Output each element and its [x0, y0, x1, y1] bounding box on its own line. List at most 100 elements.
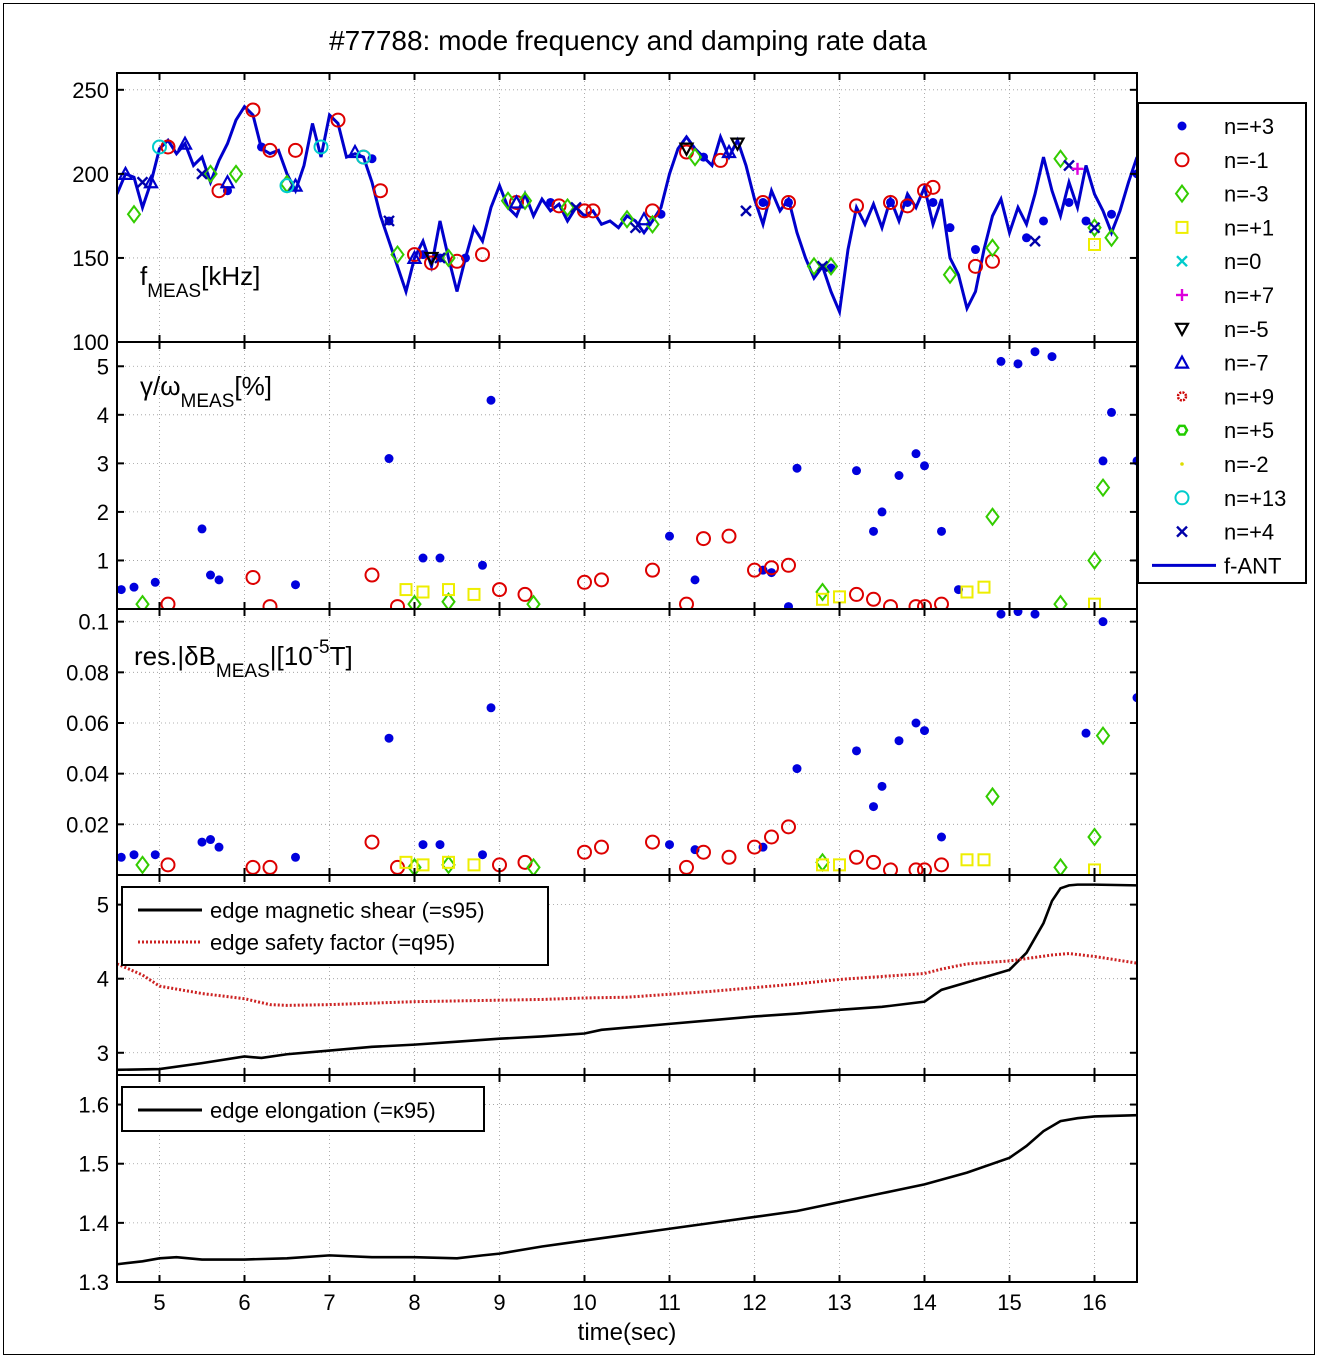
- marker-n=+3: [996, 356, 1006, 366]
- panel-shear_q95: 3 4 5 edge magnetic shear (=s95) edge safety…: [97, 874, 1138, 1076]
- marker-n=+3: [150, 850, 160, 860]
- marker-n=+1: [442, 583, 455, 597]
- marker-n=-3: [407, 594, 422, 609]
- marker-n=-1: [755, 194, 771, 210]
- marker-n=-1: [883, 862, 898, 875]
- marker-n=+3: [852, 746, 861, 756]
- marker-n=-1: [781, 194, 796, 210]
- legend-label: n=+13: [1224, 486, 1286, 511]
- marker-n=-7: [508, 194, 525, 209]
- marker-n=+3: [1098, 617, 1108, 627]
- marker-n=-3: [823, 256, 839, 277]
- marker-n=+3: [129, 582, 139, 592]
- marker-n=-3: [806, 256, 822, 277]
- marker-n=+3: [971, 245, 980, 255]
- marker-n=-1: [934, 596, 949, 609]
- series-line-0: [117, 883, 1137, 1072]
- marker-n=-3: [526, 594, 541, 609]
- legend-label: n=+5: [1224, 418, 1274, 443]
- marker-n=+3: [291, 580, 300, 590]
- marker-n=+4: [383, 215, 395, 227]
- marker-n=-1: [781, 819, 796, 835]
- marker-n=+3: [945, 223, 955, 233]
- marker-n=+3: [699, 152, 708, 162]
- tick-label-x: 14: [912, 1290, 936, 1315]
- tick-label-x: 16: [1082, 1290, 1106, 1315]
- panel-label-sup: -5: [313, 637, 330, 658]
- marker-n=-1: [577, 574, 592, 590]
- chart-title: #77788: mode frequency and damping rate …: [329, 25, 927, 56]
- marker-n=+3: [478, 850, 487, 860]
- marker-n=+3: [937, 526, 946, 536]
- marker-n=-7: [219, 173, 236, 189]
- marker-n=+1: [442, 855, 455, 869]
- legend: n=+3 n=-1 n=-3 n=+1 n=0 n=+7 n=-5 n=-7 n=+9 n=+5 n…: [1137, 102, 1307, 584]
- marker-n=-3: [126, 204, 142, 224]
- marker-n=+3: [1081, 216, 1091, 226]
- legend-label: n=-2: [1224, 452, 1269, 477]
- plot-area: [117, 883, 1137, 1072]
- marker-n=-1: [696, 531, 711, 547]
- marker-n=+3: [1107, 209, 1116, 219]
- marker-n=+3: [1132, 693, 1137, 703]
- marker-n=+3: [928, 197, 938, 207]
- marker-n=-7: [143, 173, 159, 189]
- marker-n=+1: [977, 580, 991, 594]
- marker-n=-1: [721, 528, 737, 544]
- marker-n=+4: [1029, 235, 1041, 247]
- marker-n=-3: [1174, 183, 1190, 204]
- marker-n=+3: [996, 609, 1006, 619]
- marker-n=-3: [441, 855, 456, 875]
- marker-n=+4: [740, 205, 752, 217]
- panel-label-tail: [%]: [234, 371, 272, 401]
- tick-label-x: 15: [997, 1290, 1021, 1315]
- marker-n=+3: [886, 197, 895, 207]
- panel-label-sub: MEAS: [216, 661, 270, 682]
- marker-n=-1: [713, 152, 728, 168]
- marker-n=-3: [1053, 857, 1068, 875]
- panel-label: res.|δBMEAS|[10-5T]: [134, 637, 353, 682]
- marker-n=+3: [1107, 407, 1116, 417]
- panel-damping: 1 2 3 4 5 γ/ωMEAS[%]: [97, 341, 1138, 610]
- legend-label: n=+9: [1224, 384, 1274, 409]
- marker-n=+3: [894, 471, 904, 480]
- marker-n=-1: [908, 599, 924, 609]
- marker-n=+1: [1088, 597, 1101, 609]
- tick-label-y: 2: [97, 500, 109, 525]
- marker-n=+3: [197, 524, 207, 534]
- plot-area: [117, 102, 1137, 318]
- marker-n=-7: [1174, 354, 1190, 369]
- plot-area: [117, 609, 1137, 875]
- marker-n=-5: [1174, 322, 1190, 338]
- panel-label-sub: MEAS: [147, 281, 201, 302]
- legend-label: f-ANT: [1224, 553, 1281, 578]
- marker-n=+3: [486, 395, 496, 405]
- legend-label: n=+7: [1224, 283, 1274, 308]
- tick-label-x: 11: [658, 1290, 681, 1315]
- legend-box: [1137, 102, 1307, 584]
- tick-label-y: 1: [97, 548, 109, 573]
- marker-n=-1: [245, 859, 261, 875]
- marker-n=+3: [894, 736, 904, 746]
- marker-n=-1: [424, 255, 439, 271]
- marker-n=+1: [977, 853, 991, 867]
- tick-label-x: 12: [742, 1290, 766, 1315]
- tick-label-y: 100: [72, 330, 109, 355]
- marker-n=+3: [1081, 728, 1091, 738]
- marker-n=+3: [197, 837, 207, 847]
- marker-n=+3: [758, 197, 768, 207]
- inline-legend-label: edge safety factor (=q95): [210, 930, 455, 955]
- panel-label-main: res.|δB: [134, 641, 216, 671]
- marker-n=+3: [486, 703, 496, 713]
- marker-n=-1: [262, 599, 278, 609]
- tick-label-y: 4: [97, 967, 109, 992]
- marker-n=-3: [441, 248, 456, 268]
- marker-n=+1: [399, 583, 413, 597]
- marker-n=+1: [416, 585, 430, 599]
- marker-n=+3: [206, 570, 215, 580]
- marker-n=-1: [849, 849, 864, 865]
- inline-legend-label: edge elongation (=κ95): [210, 1098, 436, 1123]
- marker-n=-3: [390, 244, 405, 265]
- marker-n=-1: [917, 862, 932, 875]
- legend-label: n=0: [1224, 249, 1261, 274]
